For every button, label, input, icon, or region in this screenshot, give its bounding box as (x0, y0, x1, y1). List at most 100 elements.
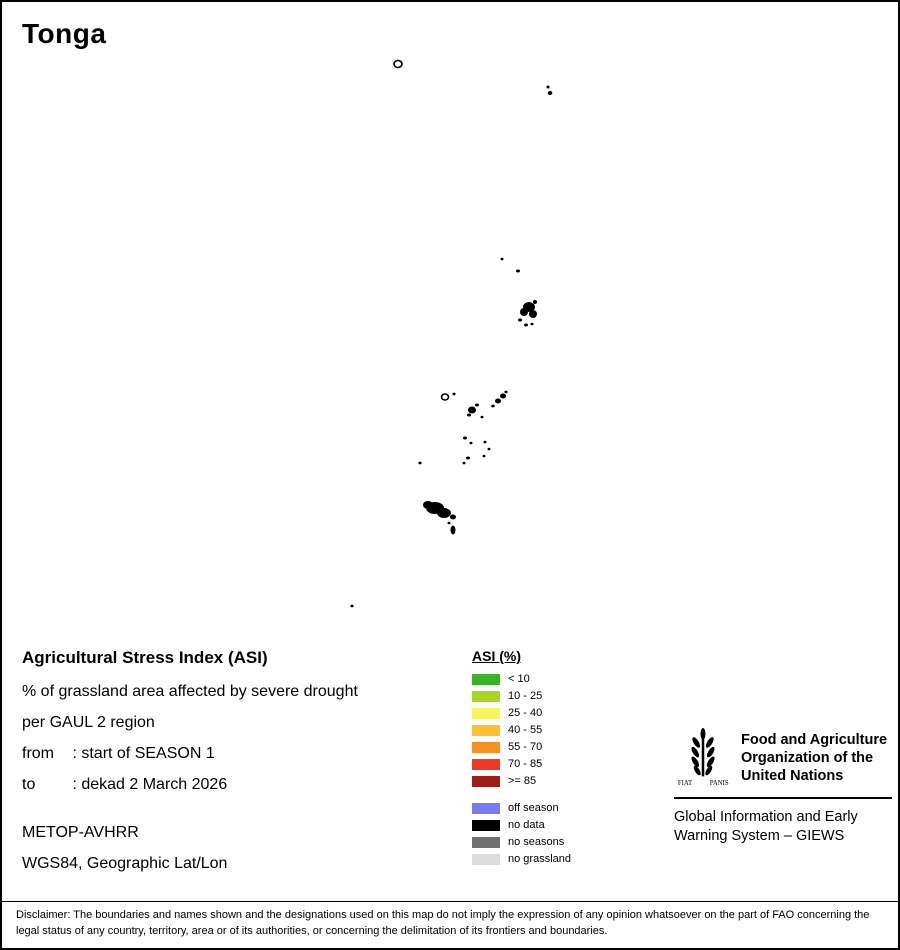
legend-row: 55 - 70 (472, 741, 571, 753)
island (452, 392, 456, 396)
legend-row: 10 - 25 (472, 690, 571, 702)
legend-label: no seasons (508, 836, 565, 848)
island (450, 525, 456, 535)
island (475, 403, 479, 407)
island (468, 406, 476, 414)
giews-line: Warning System – GIEWS (674, 828, 845, 844)
island (418, 461, 422, 465)
island (533, 300, 537, 304)
legend-row: 25 - 40 (472, 707, 571, 719)
legend-label: < 10 (508, 673, 530, 685)
info-line-description: % of grassland area affected by severe d… (22, 683, 358, 700)
legend-swatch (472, 741, 500, 753)
island (480, 415, 484, 419)
island (524, 323, 528, 327)
giews-name: Global Information and Early Warning Sys… (674, 808, 892, 846)
wheat-ear-icon (691, 728, 715, 777)
island (487, 447, 491, 451)
island (440, 393, 450, 401)
disclaimer-text: Disclaimer: The boundaries and names sho… (16, 909, 870, 937)
island (500, 393, 506, 399)
fao-name-line: Food and Agriculture (741, 732, 888, 748)
island (469, 441, 473, 445)
legend-classes: < 10 10 - 25 25 - 40 40 - 55 55 - 70 70 - 85 >… (472, 673, 571, 787)
fao-motto-right: PANIS (710, 780, 729, 787)
island (530, 322, 534, 326)
legend-row: < 10 (472, 673, 571, 685)
legend-swatch (472, 758, 500, 770)
disclaimer: Disclaimer: The boundaries and names sho… (2, 901, 898, 948)
island (495, 398, 501, 404)
legend-label: >= 85 (508, 775, 537, 787)
island (491, 404, 495, 408)
asi-heading: Agricultural Stress Index (ASI) (22, 648, 268, 667)
fao-name-line: Organization of the (741, 750, 874, 766)
island (426, 502, 444, 514)
legend-row: 70 - 85 (472, 758, 571, 770)
legend-label: no grassland (508, 853, 571, 865)
island (516, 269, 520, 273)
island (482, 454, 486, 458)
island (520, 308, 528, 316)
island (462, 461, 466, 465)
to-label: to (22, 776, 36, 793)
to-value: : dekad 2 March 2026 (72, 776, 228, 793)
legend-swatch (472, 690, 500, 702)
island (350, 604, 354, 608)
from-label: from (22, 745, 54, 762)
sensor-name: METOP-AVHRR (22, 824, 139, 841)
legend-label: 55 - 70 (508, 741, 543, 753)
fao-header: FIAT PANIS Food and Agriculture Organiza… (674, 726, 892, 788)
legend-swatch (472, 836, 500, 848)
info-line-region: per GAUL 2 region (22, 714, 155, 731)
island (500, 257, 504, 261)
legend-label: 10 - 25 (508, 690, 543, 702)
legend-label: no data (508, 819, 545, 831)
island (529, 310, 537, 318)
island (450, 514, 456, 520)
island (546, 85, 550, 89)
from-value: : start of SEASON 1 (72, 745, 215, 762)
island (466, 456, 470, 460)
projection-name: WGS84, Geographic Lat/Lon (22, 855, 228, 872)
island (463, 436, 467, 440)
info-block: Agricultural Stress Index (ASI) % of gra… (22, 648, 462, 886)
legend-swatch (472, 819, 500, 831)
legend-label: off season (508, 802, 559, 814)
info-line-to: to : dekad 2 March 2026 (22, 776, 462, 794)
legend-label: 70 - 85 (508, 758, 543, 770)
legend-title: ASI (%) (472, 648, 521, 664)
legend-row: no grassland (472, 853, 571, 865)
info-line-from: from : start of SEASON 1 (22, 745, 462, 763)
legend-swatch (472, 775, 500, 787)
legend-label: 25 - 40 (508, 707, 543, 719)
fao-motto-left: FIAT (678, 780, 693, 787)
island (437, 508, 451, 518)
island (447, 521, 451, 525)
island (467, 413, 471, 417)
legend-label: 40 - 55 (508, 724, 543, 736)
island (504, 390, 508, 394)
legend-row: >= 85 (472, 775, 571, 787)
legend-swatch (472, 724, 500, 736)
legend-row: 40 - 55 (472, 724, 571, 736)
legend-swatch (472, 673, 500, 685)
island (518, 318, 522, 322)
legend-swatch (472, 853, 500, 865)
legend-swatch (472, 707, 500, 719)
legend-row: off season (472, 802, 571, 814)
fao-name: Food and Agriculture Organization of the… (741, 726, 887, 785)
giews-line: Global Information and Early (674, 809, 858, 825)
fao-logo-icon: FIAT PANIS (678, 728, 729, 787)
page-title: Tonga (22, 18, 107, 49)
legend-row: no data (472, 819, 571, 831)
island (523, 302, 535, 312)
island (483, 440, 487, 444)
island (423, 501, 433, 509)
divider (674, 797, 892, 799)
legend-swatch (472, 802, 500, 814)
legend: ASI (%) < 10 10 - 25 25 - 40 40 - 55 55 - 70… (472, 648, 571, 870)
fao-block: FIAT PANIS Food and Agriculture Organiza… (674, 726, 892, 846)
legend-extra: off season no data no seasons no grassland (472, 802, 571, 865)
